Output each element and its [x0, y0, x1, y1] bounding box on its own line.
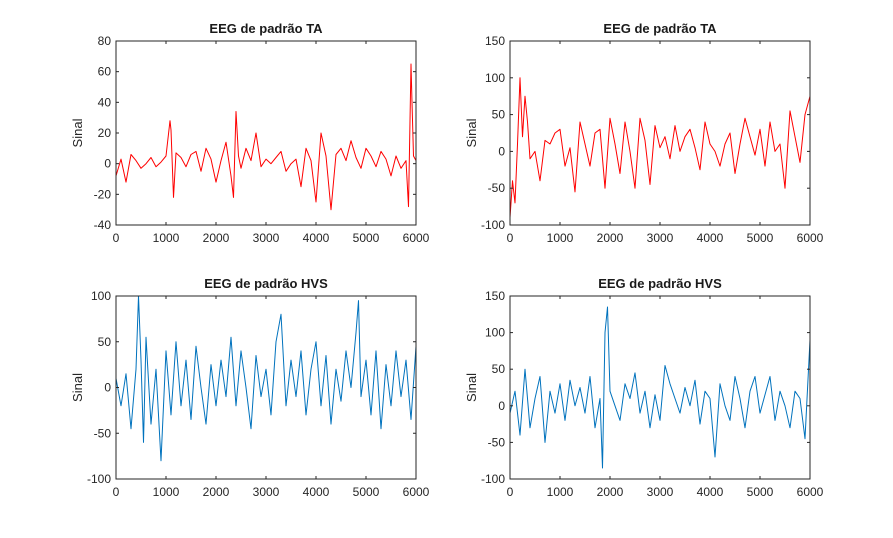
series-line-1: [510, 306, 810, 469]
y-tick-label: -50: [488, 181, 506, 195]
x-tick-label: 0: [507, 231, 514, 245]
x-tick-label: 6000: [403, 485, 430, 499]
x-tick-label: 4000: [303, 231, 330, 245]
y-tick-label: 100: [91, 289, 111, 303]
y-tick-label: -100: [87, 472, 111, 486]
y-tick-label: 40: [98, 95, 112, 109]
x-tick-label: 3000: [647, 485, 674, 499]
y-tick-label: 50: [98, 335, 112, 349]
x-tick-label: 3000: [647, 231, 674, 245]
y-tick-label: -50: [94, 426, 112, 440]
y-tick-label: 100: [485, 71, 505, 85]
y-tick-label: 0: [498, 399, 505, 413]
y-tick-label: 150: [485, 289, 505, 303]
series-line-1: [116, 296, 416, 462]
x-tick-label: 6000: [797, 231, 824, 245]
y-axis-label: Sinal: [464, 118, 479, 147]
y-axis-label: Sinal: [70, 118, 85, 147]
y-tick-label: -40: [94, 218, 112, 232]
series-line-1: [510, 77, 810, 218]
x-tick-label: 4000: [697, 231, 724, 245]
x-tick-label: 6000: [797, 485, 824, 499]
chart-title: EEG de padrão HVS: [598, 276, 722, 291]
x-tick-label: 5000: [353, 485, 380, 499]
chart-title: EEG de padrão HVS: [204, 276, 328, 291]
x-tick-label: 5000: [353, 231, 380, 245]
y-axis-label: Sinal: [464, 373, 479, 402]
x-tick-label: 5000: [747, 485, 774, 499]
y-tick-label: 50: [492, 362, 506, 376]
x-tick-label: 6000: [403, 231, 430, 245]
y-tick-label: -20: [94, 187, 112, 201]
y-tick-label: -100: [481, 472, 505, 486]
axes-box: [115, 40, 417, 226]
x-tick-label: 0: [507, 485, 514, 499]
y-tick-label: 150: [485, 34, 505, 48]
series-line-1: [116, 63, 416, 211]
y-tick-label: 0: [104, 157, 111, 171]
x-tick-label: 2000: [203, 231, 230, 245]
x-tick-label: 2000: [597, 485, 624, 499]
x-tick-label: 2000: [597, 231, 624, 245]
x-tick-label: 3000: [253, 231, 280, 245]
y-tick-label: 20: [98, 126, 112, 140]
y-tick-label: -50: [488, 435, 506, 449]
y-tick-label: 100: [485, 326, 505, 340]
x-tick-label: 4000: [697, 485, 724, 499]
x-tick-label: 1000: [153, 485, 180, 499]
x-tick-label: 1000: [547, 231, 574, 245]
x-tick-label: 2000: [203, 485, 230, 499]
y-tick-label: -100: [481, 218, 505, 232]
chart-panel-1: EEG de padrão TA Sinal 0 1000 2000 3000 4000 50…: [70, 21, 430, 245]
x-tick-label: 1000: [547, 485, 574, 499]
chart-title: EEG de padrão TA: [603, 21, 717, 36]
y-axis-label: Sinal: [70, 373, 85, 402]
y-tick-label: 0: [104, 381, 111, 395]
x-tick-label: 0: [113, 485, 120, 499]
y-tick-label: 50: [492, 108, 506, 122]
x-tick-label: 0: [113, 231, 120, 245]
x-tick-label: 4000: [303, 485, 330, 499]
chart-title: EEG de padrão TA: [209, 21, 323, 36]
axes-box: [509, 295, 811, 480]
x-tick-label: 1000: [153, 231, 180, 245]
y-tick-label: 80: [98, 34, 112, 48]
x-tick-label: 5000: [747, 231, 774, 245]
y-tick-label: 60: [98, 65, 112, 79]
x-tick-label: 3000: [253, 485, 280, 499]
y-tick-label: 0: [498, 144, 505, 158]
